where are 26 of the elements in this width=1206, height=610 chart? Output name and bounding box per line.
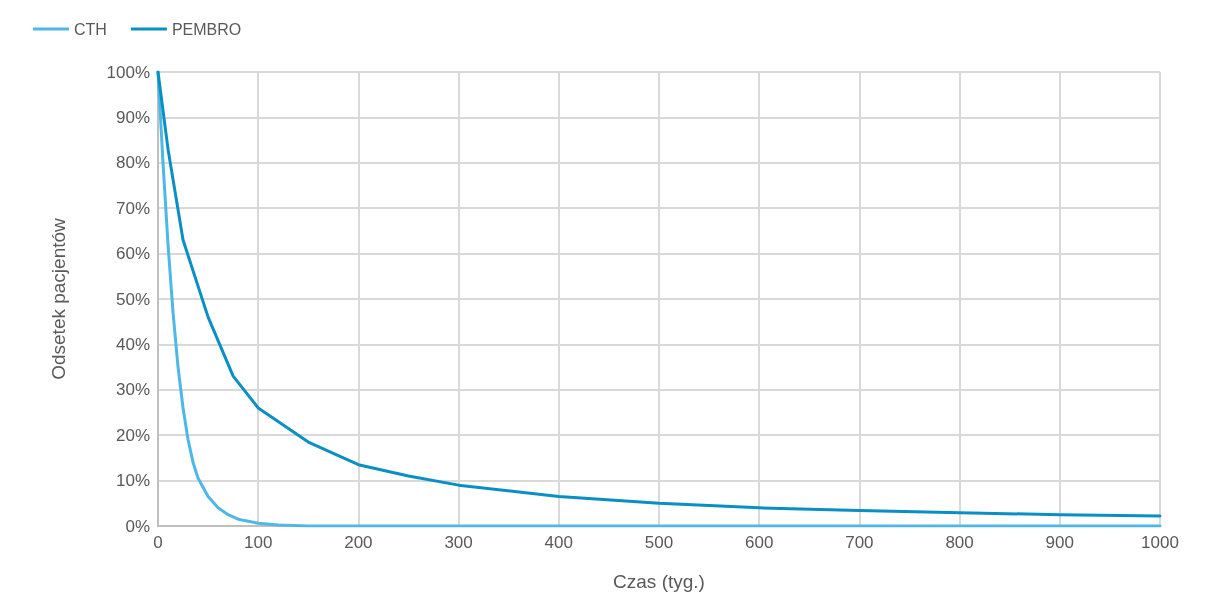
x-tick-label: 400 — [544, 533, 573, 552]
x-tick-label: 300 — [444, 533, 473, 552]
x-tick-label: 900 — [1045, 533, 1074, 552]
x-tick-label: 800 — [945, 533, 974, 552]
legend-label: PEMBRO — [171, 20, 242, 38]
x-tick-label: 100 — [244, 533, 273, 552]
x-tick-label: 500 — [644, 533, 674, 552]
x-tick-label: 600 — [745, 533, 774, 552]
x-tick-label: 0 — [153, 533, 163, 552]
legend-label: CTH — [74, 20, 107, 38]
x-tick-label: 200 — [344, 533, 373, 552]
y-tick-label: 100% — [106, 62, 150, 82]
x-axis-title: Czas (tyg.) — [613, 571, 705, 592]
y-tick-label: 80% — [115, 153, 150, 173]
y-tick-label: 50% — [115, 289, 150, 309]
y-tick-label: 20% — [115, 425, 150, 445]
y-tick-label: 60% — [115, 244, 150, 264]
x-tick-label: 700 — [845, 533, 874, 552]
x-tick-label: 1000 — [1141, 533, 1179, 552]
y-tick-label: 90% — [115, 107, 150, 127]
y-tick-label: 40% — [115, 334, 150, 354]
y-axis-title: Odsetek pacjentów — [48, 217, 69, 380]
y-tick-label: 70% — [115, 198, 150, 218]
y-tick-label: 10% — [115, 471, 150, 491]
y-tick-label: 0% — [125, 516, 150, 536]
y-tick-label: 30% — [115, 380, 150, 400]
